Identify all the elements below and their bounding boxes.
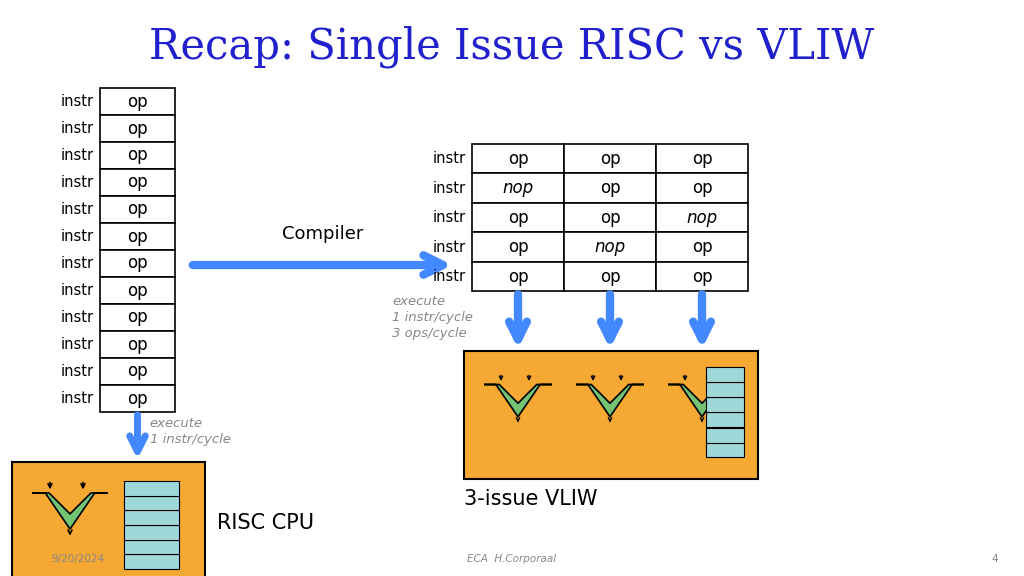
Text: 9/20/2024: 9/20/2024 bbox=[51, 555, 104, 564]
Bar bbox=[472, 233, 564, 262]
Bar bbox=[100, 304, 175, 331]
Text: instr: instr bbox=[433, 240, 466, 255]
Text: execute
1 instr/cycle: execute 1 instr/cycle bbox=[150, 417, 230, 446]
Text: instr: instr bbox=[60, 391, 94, 406]
Text: op: op bbox=[127, 282, 147, 300]
Text: instr: instr bbox=[433, 181, 466, 196]
Text: op: op bbox=[127, 146, 147, 165]
Text: 3-issue VLIW: 3-issue VLIW bbox=[464, 490, 597, 510]
Bar bbox=[100, 169, 175, 196]
Bar bbox=[706, 412, 744, 427]
Text: op: op bbox=[508, 268, 528, 286]
Text: instr: instr bbox=[60, 364, 94, 379]
Bar bbox=[100, 250, 175, 277]
Bar bbox=[564, 203, 656, 233]
Bar bbox=[100, 88, 175, 115]
Text: execute
1 instr/cycle
3 ops/cycle: execute 1 instr/cycle 3 ops/cycle bbox=[392, 295, 473, 340]
Bar bbox=[464, 351, 758, 479]
Bar bbox=[656, 203, 748, 233]
Bar bbox=[564, 262, 656, 291]
Text: Recap: Single Issue RISC vs VLIW: Recap: Single Issue RISC vs VLIW bbox=[150, 26, 874, 69]
Text: instr: instr bbox=[60, 94, 94, 109]
Text: op: op bbox=[127, 119, 147, 138]
Bar bbox=[472, 173, 564, 203]
Text: op: op bbox=[600, 179, 621, 197]
Text: op: op bbox=[691, 268, 713, 286]
Text: op: op bbox=[127, 362, 147, 381]
Text: op: op bbox=[127, 200, 147, 218]
Text: nop: nop bbox=[503, 179, 534, 197]
Text: op: op bbox=[127, 228, 147, 245]
Polygon shape bbox=[575, 385, 644, 417]
Text: instr: instr bbox=[60, 337, 94, 352]
Text: ECA  H.Corporaal: ECA H.Corporaal bbox=[467, 555, 557, 564]
Text: op: op bbox=[691, 179, 713, 197]
Polygon shape bbox=[668, 385, 736, 417]
Bar bbox=[12, 462, 205, 576]
Text: op: op bbox=[127, 309, 147, 327]
Bar bbox=[472, 262, 564, 291]
Bar bbox=[124, 510, 179, 525]
Bar bbox=[124, 481, 179, 496]
Bar bbox=[124, 525, 179, 540]
Bar bbox=[100, 196, 175, 223]
Bar bbox=[100, 385, 175, 412]
Text: nop: nop bbox=[595, 238, 626, 256]
Text: instr: instr bbox=[60, 229, 94, 244]
Bar bbox=[564, 233, 656, 262]
Bar bbox=[124, 496, 179, 510]
Text: op: op bbox=[600, 209, 621, 227]
Text: instr: instr bbox=[60, 256, 94, 271]
Polygon shape bbox=[484, 385, 552, 417]
Text: instr: instr bbox=[60, 175, 94, 190]
Bar bbox=[100, 358, 175, 385]
Bar bbox=[124, 540, 179, 554]
Text: op: op bbox=[508, 209, 528, 227]
Bar bbox=[706, 427, 744, 442]
Text: op: op bbox=[508, 150, 528, 168]
Text: nop: nop bbox=[686, 209, 718, 227]
Bar bbox=[564, 173, 656, 203]
Text: instr: instr bbox=[433, 210, 466, 225]
Bar bbox=[656, 262, 748, 291]
Polygon shape bbox=[32, 493, 108, 529]
Bar bbox=[706, 382, 744, 397]
Bar bbox=[706, 367, 744, 382]
Bar bbox=[124, 554, 179, 569]
Bar bbox=[656, 233, 748, 262]
Bar bbox=[100, 142, 175, 169]
Text: Compiler: Compiler bbox=[282, 225, 364, 243]
Text: op: op bbox=[127, 173, 147, 191]
Bar bbox=[656, 173, 748, 203]
Text: instr: instr bbox=[60, 148, 94, 163]
Text: op: op bbox=[600, 268, 621, 286]
Text: op: op bbox=[127, 93, 147, 111]
Text: op: op bbox=[600, 150, 621, 168]
Bar bbox=[100, 223, 175, 250]
Bar bbox=[472, 203, 564, 233]
Bar bbox=[564, 144, 656, 173]
Text: instr: instr bbox=[60, 121, 94, 136]
Text: op: op bbox=[127, 389, 147, 407]
Bar bbox=[100, 115, 175, 142]
Bar bbox=[656, 144, 748, 173]
Text: instr: instr bbox=[433, 269, 466, 284]
Text: op: op bbox=[127, 255, 147, 272]
Text: op: op bbox=[508, 238, 528, 256]
Text: RISC CPU: RISC CPU bbox=[217, 513, 314, 533]
Text: op: op bbox=[127, 335, 147, 354]
Bar bbox=[472, 144, 564, 173]
Text: instr: instr bbox=[433, 151, 466, 166]
Bar bbox=[706, 397, 744, 412]
Text: op: op bbox=[691, 238, 713, 256]
Text: instr: instr bbox=[60, 310, 94, 325]
Text: instr: instr bbox=[60, 202, 94, 217]
Bar bbox=[100, 331, 175, 358]
Bar bbox=[100, 277, 175, 304]
Bar bbox=[706, 442, 744, 457]
Text: instr: instr bbox=[60, 283, 94, 298]
Text: op: op bbox=[691, 150, 713, 168]
Text: 4: 4 bbox=[992, 555, 998, 564]
